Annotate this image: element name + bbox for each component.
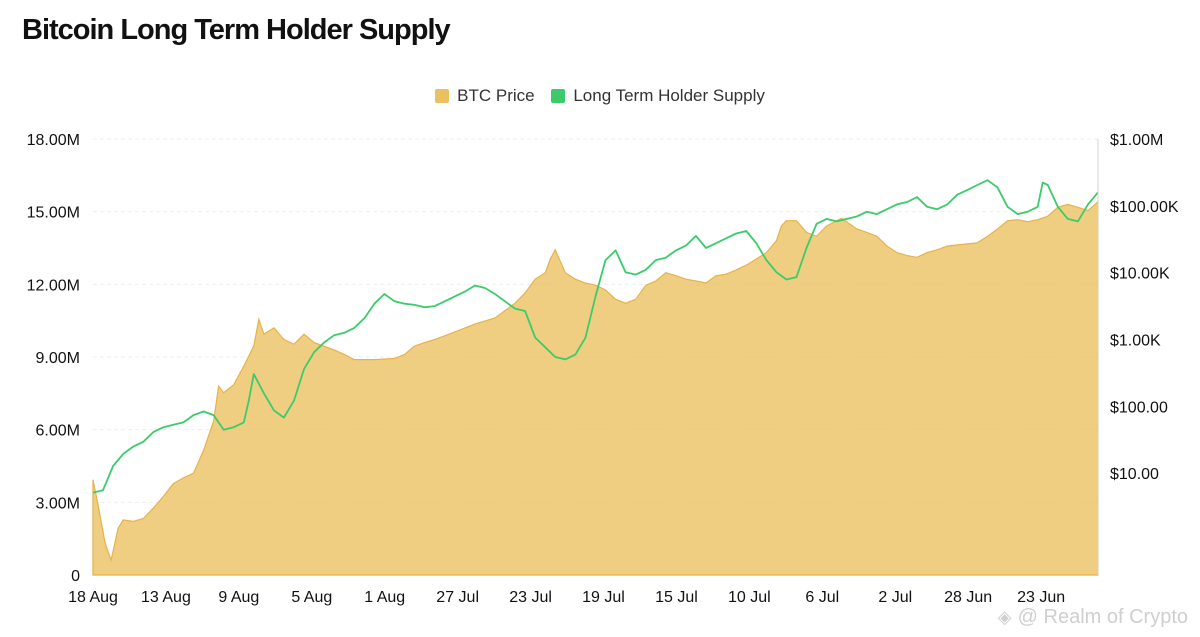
x-axis-tick: 15 Jul: [655, 589, 698, 606]
x-axis-tick: 19 Jul: [582, 589, 625, 606]
x-axis-tick: 13 Aug: [141, 589, 191, 606]
x-axis-tick: 10 Jul: [728, 589, 771, 606]
right-axis-tick: $100.00K: [1110, 199, 1179, 216]
x-axis-tick: 23 Jul: [509, 589, 552, 606]
x-axis-tick: 5 Aug: [291, 589, 332, 606]
x-axis-tick: 1 Aug: [364, 589, 405, 606]
right-axis-tick: $10.00: [1110, 466, 1159, 483]
binance-square-icon: ◈: [997, 607, 1012, 627]
x-axis-tick: 2 Jul: [878, 589, 912, 606]
left-axis-tick: 12.00M: [27, 277, 80, 294]
x-axis-tick: 6 Jul: [805, 589, 839, 606]
x-axis-tick: 28 Jun: [944, 589, 992, 606]
lth-supply-line: [92, 179, 1099, 494]
chart-legend: BTC Price Long Term Holder Supply: [0, 86, 1200, 108]
left-axis-tick: 6.00M: [36, 423, 80, 440]
right-axis-tick: $100.00: [1110, 399, 1168, 416]
legend-label-lth-supply: Long Term Holder Supply: [573, 86, 765, 105]
left-axis-tick: 9.00M: [36, 350, 80, 367]
btc-price-area: [92, 200, 1099, 576]
left-axis-tick: 18.00M: [27, 132, 80, 149]
chart-title: Bitcoin Long Term Holder Supply: [22, 14, 451, 46]
x-axis-tick: 27 Jul: [436, 589, 479, 606]
legend-swatch-lth-supply: [551, 89, 566, 103]
right-axis-tick: $1.00K: [1110, 333, 1161, 350]
x-axis-tick: 18 Aug: [68, 589, 118, 606]
x-axis-tick: 9 Aug: [218, 589, 259, 606]
left-axis-tick: 15.00M: [27, 205, 80, 222]
left-axis-tick: 0: [71, 568, 80, 585]
watermark-text: @ Realm of Crypto: [1017, 606, 1188, 628]
right-axis-tick: $10.00K: [1110, 266, 1170, 283]
right-axis-tick: $1.00M: [1110, 132, 1163, 149]
x-axis-tick: 23 Jun: [1017, 589, 1065, 606]
legend-item-lth-supply[interactable]: Long Term Holder Supply: [551, 86, 765, 106]
watermark: ◈ @ Realm of Crypto: [998, 606, 1188, 629]
legend-label-btc-price: BTC Price: [457, 86, 535, 105]
left-axis-tick: 3.00M: [36, 495, 80, 512]
legend-item-btc-price[interactable]: BTC Price: [435, 86, 535, 106]
legend-swatch-btc-price: [435, 89, 450, 103]
